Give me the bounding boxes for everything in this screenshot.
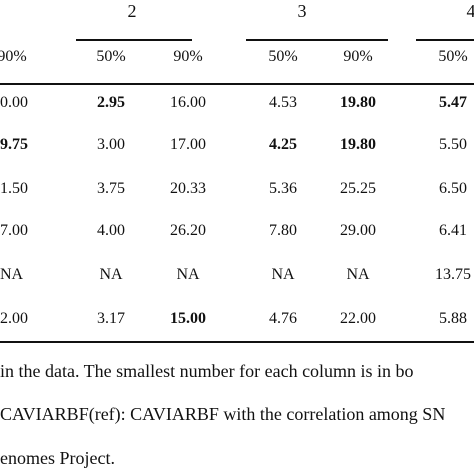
subheader-col-5: 50% xyxy=(438,48,468,65)
table-note-line-3: enomes Project. xyxy=(0,448,115,468)
table-cell: 25.25 xyxy=(340,180,376,197)
table-cell: 4.53 xyxy=(269,94,297,111)
table-cell: NA xyxy=(99,266,123,283)
table-cell: 5.88 xyxy=(439,310,467,327)
table-cell: 15.00 xyxy=(170,310,206,327)
table-cell: 4.25 xyxy=(269,136,297,153)
table-cell: 20.33 xyxy=(170,180,206,197)
header-rule xyxy=(0,83,474,85)
table-cell: 16.00 xyxy=(170,94,206,111)
table-cell: 1.50 xyxy=(0,180,28,197)
table-cell: 17.00 xyxy=(170,136,206,153)
group-rule-2 xyxy=(76,39,192,41)
table-cell: 3.00 xyxy=(97,136,125,153)
table-cell: 9.75 xyxy=(0,136,28,153)
table-cell: 3.75 xyxy=(97,180,125,197)
group-header-4: 4 xyxy=(466,1,474,21)
group-rule-3 xyxy=(246,39,388,41)
table-cell: 29.00 xyxy=(340,222,376,239)
table-cell: 7.80 xyxy=(269,222,297,239)
table-cell: 3.17 xyxy=(97,310,125,327)
table-cell: 5.47 xyxy=(439,94,467,111)
subheader-col-1: 50% xyxy=(96,48,126,65)
table-cell: NA xyxy=(0,266,24,283)
table-cell: 4.00 xyxy=(97,222,125,239)
table-cell: 22.00 xyxy=(340,310,376,327)
table-cell: 7.00 xyxy=(0,222,28,239)
table-cell: 13.75 xyxy=(435,266,471,283)
table-cell: 26.20 xyxy=(170,222,206,239)
table-cell: 0.00 xyxy=(0,94,28,111)
subheader-col-0: 90% xyxy=(0,48,27,65)
subheader-col-4: 90% xyxy=(343,48,373,65)
table-cell: 5.50 xyxy=(439,136,467,153)
table-note-line-1: in the data. The smallest number for eac… xyxy=(0,361,414,381)
table-cell: 5.36 xyxy=(269,180,297,197)
table-cell: 2.00 xyxy=(0,310,28,327)
group-header-3: 3 xyxy=(297,1,307,21)
table-cell: 2.95 xyxy=(97,94,125,111)
bottom-rule xyxy=(0,341,474,343)
table-cell: NA xyxy=(346,266,370,283)
subheader-col-3: 50% xyxy=(268,48,298,65)
subheader-col-2: 90% xyxy=(173,48,203,65)
group-header-2: 2 xyxy=(127,1,137,21)
group-rule-4 xyxy=(416,39,474,41)
table-cell: 19.80 xyxy=(340,136,376,153)
table-cell: 19.80 xyxy=(340,94,376,111)
table-cell: NA xyxy=(271,266,295,283)
table-cell: 4.76 xyxy=(269,310,297,327)
table-cell: 6.50 xyxy=(439,180,467,197)
table-cell: NA xyxy=(176,266,200,283)
table-cell: 6.41 xyxy=(439,222,467,239)
table-note-line-2: CAVIARBF(ref): CAVIARBF with the correla… xyxy=(0,404,446,424)
